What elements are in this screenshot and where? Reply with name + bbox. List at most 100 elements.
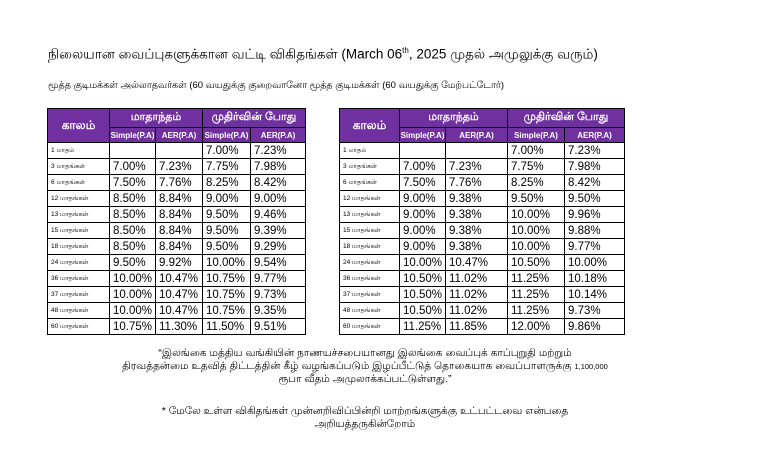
rate-cell: 9.51%: [250, 318, 306, 335]
table-row: 6 மாதங்கள் 7.50% 7.76% 8.25% 8.42%: [339, 174, 625, 191]
table-row: 3 மாதங்கள் 7.00% 7.23% 7.75% 7.98%: [47, 158, 306, 175]
rate-cell: 7.75%: [507, 158, 565, 175]
rate-cell: 10.00%: [399, 254, 446, 271]
rate-cell: 10.00%: [109, 302, 156, 319]
rate-cell: 9.00%: [399, 238, 446, 255]
rate-cell: 10.75%: [202, 286, 251, 303]
table-row: 15 மாதங்கள் 8.50% 8.84% 9.50% 9.39%: [47, 222, 306, 239]
period-cell: 18 மாதங்கள்: [47, 238, 110, 255]
table-row: 24 மாதங்கள் 9.50% 9.92% 10.00% 9.54%: [47, 254, 306, 271]
rate-cell: 9.00%: [399, 206, 446, 223]
rate-cell: 10.14%: [564, 286, 625, 303]
table-row: 13 மாதங்கள் 8.50% 8.84% 9.50% 9.46%: [47, 206, 306, 223]
rate-cell: 10.50%: [507, 254, 565, 271]
rate-cell: 8.50%: [109, 238, 156, 255]
table-row: 12 மாதங்கள் 8.50% 8.84% 9.00% 9.00%: [47, 190, 306, 207]
period-cell: 48 மாதங்கள்: [339, 302, 400, 319]
rates-table-non-senior: காலம் மாதாந்தம் முதிர்வின் போது Simple(P…: [47, 108, 306, 335]
period-cell: 1 மாதம்: [47, 142, 110, 159]
rate-cell: 11.30%: [155, 318, 203, 335]
rate-cell: 9.35%: [250, 302, 306, 319]
rate-cell: 7.23%: [155, 158, 203, 175]
rate-cell: 11.25%: [507, 286, 565, 303]
rate-cell: 9.77%: [250, 270, 306, 287]
rate-cell: [109, 142, 156, 159]
note-line: அறியத்தருகின்றோம்: [314, 418, 416, 430]
rate-cell: 9.50%: [507, 190, 565, 207]
page-title: நிலையான வைப்புகளுக்கான வட்டி விகிதங்கள் …: [48, 46, 598, 62]
rate-cell: 11.02%: [445, 286, 508, 303]
period-cell: 60 மாதங்கள்: [339, 318, 400, 335]
rate-cell: 9.38%: [445, 206, 508, 223]
rate-cell: 9.92%: [155, 254, 203, 271]
rate-cell: 8.84%: [155, 206, 203, 223]
rate-cell: 8.42%: [250, 174, 306, 191]
rate-cell: 7.98%: [250, 158, 306, 175]
insurance-amount: 1,100,000: [574, 362, 608, 371]
period-cell: 24 மாதங்கள்: [339, 254, 400, 271]
aer-header: AER(P.A): [155, 127, 203, 143]
rate-cell: 9.00%: [399, 222, 446, 239]
rate-cell: 9.38%: [445, 190, 508, 207]
period-cell: 3 மாதங்கள்: [339, 158, 400, 175]
rate-cell: 10.00%: [202, 254, 251, 271]
disclaimer-note: * மேலே உள்ள விகிதங்கள் முன்னறிவிப்பின்றி…: [60, 405, 670, 431]
monthly-header: மாதாந்தம்: [109, 108, 203, 128]
rate-cell: 10.50%: [399, 286, 446, 303]
rate-cell: 11.02%: [445, 270, 508, 287]
table-row: 24 மாதங்கள் 10.00% 10.47% 10.50% 10.00%: [339, 254, 625, 271]
rate-cell: 9.73%: [564, 302, 625, 319]
rate-cell: 8.25%: [202, 174, 251, 191]
rate-cell: 7.76%: [445, 174, 508, 191]
rate-cell: 10.75%: [202, 270, 251, 287]
rate-cell: 8.42%: [564, 174, 625, 191]
period-header: காலம்: [339, 108, 400, 143]
rate-cell: 8.50%: [109, 206, 156, 223]
period-cell: 15 மாதங்கள்: [339, 222, 400, 239]
rate-cell: 11.25%: [507, 302, 565, 319]
rate-cell: 11.50%: [202, 318, 251, 335]
rate-cell: 9.50%: [564, 190, 625, 207]
rate-cell: 10.50%: [399, 302, 446, 319]
aer-header: AER(P.A): [564, 127, 625, 143]
rate-cell: 9.86%: [564, 318, 625, 335]
period-cell: 36 மாதங்கள்: [339, 270, 400, 287]
rate-cell: 7.50%: [399, 174, 446, 191]
period-cell: 37 மாதங்கள்: [339, 286, 400, 303]
rate-cell: 8.84%: [155, 238, 203, 255]
table-row: 6 மாதங்கள் 7.50% 7.76% 8.25% 8.42%: [47, 174, 306, 191]
rate-cell: 7.75%: [202, 158, 251, 175]
rate-cell: 10.00%: [507, 238, 565, 255]
deposit-insurance-note: “இலங்கை மத்திய வங்கியின் நாணயச்சபையானது …: [60, 347, 670, 386]
aer-header: AER(P.A): [445, 127, 508, 143]
rate-cell: 9.88%: [564, 222, 625, 239]
period-cell: 6 மாதங்கள்: [47, 174, 110, 191]
period-cell: 1 மாதம்: [339, 142, 400, 159]
rate-cell: 7.00%: [202, 142, 251, 159]
table-row: 15 மாதங்கள் 9.00% 9.38% 10.00% 9.88%: [339, 222, 625, 239]
rate-cell: 9.96%: [564, 206, 625, 223]
simple-header: Simple(P.A): [202, 127, 251, 143]
rate-cell: 11.02%: [445, 302, 508, 319]
period-cell: 13 மாதங்கள்: [339, 206, 400, 223]
aer-header: AER(P.A): [250, 127, 306, 143]
table-row: 37 மாதங்கள் 10.00% 10.47% 10.75% 9.73%: [47, 286, 306, 303]
simple-header: Simple(P.A): [507, 127, 565, 143]
rate-cell: 10.00%: [564, 254, 625, 271]
period-cell: 12 மாதங்கள்: [47, 190, 110, 207]
table-row: 1 மாதம் 7.00% 7.23%: [47, 142, 306, 159]
rate-cell: 10.47%: [155, 286, 203, 303]
rate-cell: 9.54%: [250, 254, 306, 271]
rate-cell: 9.50%: [109, 254, 156, 271]
rate-cell: 10.75%: [109, 318, 156, 335]
rate-cell: 10.00%: [507, 206, 565, 223]
rate-cell: 7.23%: [250, 142, 306, 159]
rate-cell: 9.38%: [445, 222, 508, 239]
rate-cell: 9.50%: [202, 206, 251, 223]
rate-cell: 8.50%: [109, 190, 156, 207]
rate-cell: 10.75%: [202, 302, 251, 319]
rate-cell: 7.00%: [399, 158, 446, 175]
period-cell: 36 மாதங்கள்: [47, 270, 110, 287]
rate-cell: 9.50%: [202, 238, 251, 255]
table-row: 12 மாதங்கள் 9.00% 9.38% 9.50% 9.50%: [339, 190, 625, 207]
